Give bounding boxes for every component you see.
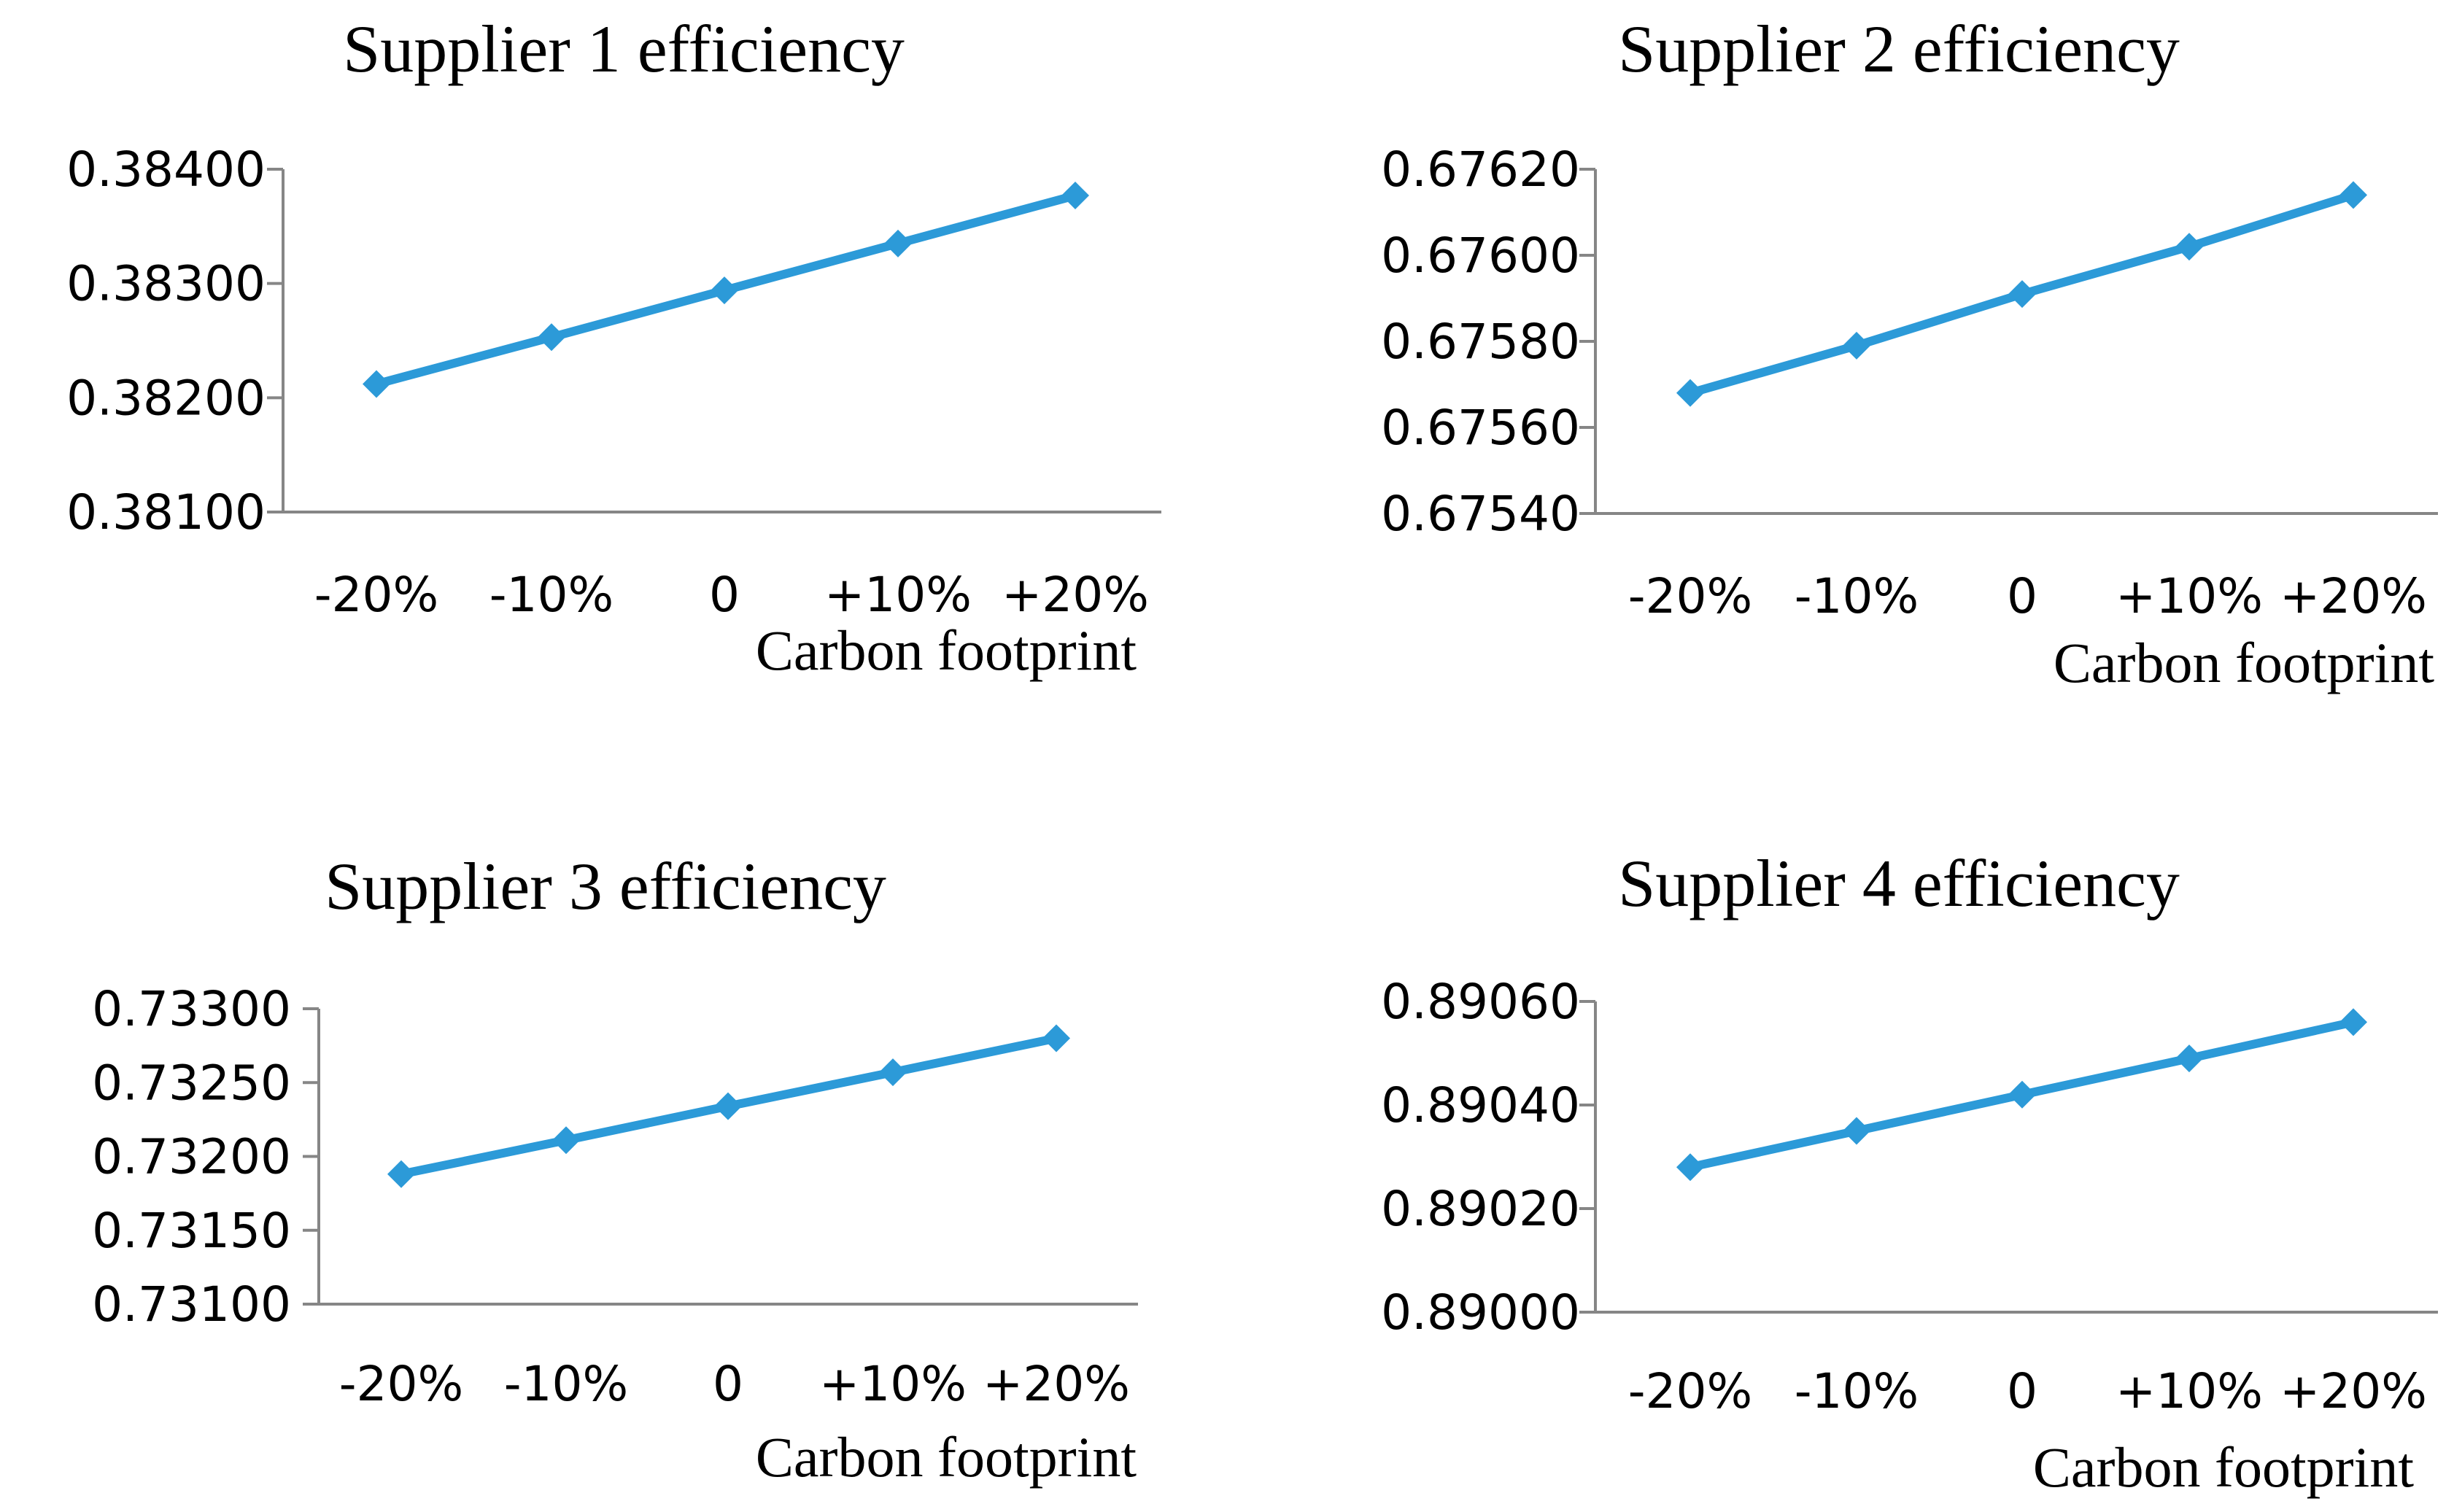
y-tick-label: 0.67580 <box>1381 314 1580 370</box>
data-point-marker <box>2339 181 2367 209</box>
y-tick-label: 0.38200 <box>66 370 266 426</box>
x-tick-label: +10% <box>2116 1363 2263 1419</box>
x-tick-label: +10% <box>819 1356 967 1412</box>
data-point-marker <box>2175 1044 2203 1073</box>
chart-supplier-2: Supplier 2 efficiency Carbon footprint 0… <box>1381 12 2438 694</box>
x-tick-label: +20% <box>2280 568 2427 624</box>
chart-title: Supplier 2 efficiency <box>1618 12 2180 86</box>
data-point-marker <box>714 1092 742 1120</box>
y-tick-label: 0.73200 <box>92 1129 291 1185</box>
y-tick-label: 0.67620 <box>1381 141 1580 198</box>
x-axis-label: Carbon footprint <box>756 1425 1137 1489</box>
x-tick-label: 0 <box>713 1356 743 1412</box>
data-point-marker <box>1042 1024 1070 1052</box>
chart-supplier-3: Supplier 3 efficiency Carbon footprint 0… <box>92 849 1138 1489</box>
y-tick-label: 0.73250 <box>92 1055 291 1111</box>
y-tick-label: 0.38100 <box>66 484 266 540</box>
x-tick-label: -10% <box>504 1356 629 1412</box>
x-tick-label: +10% <box>2116 568 2263 624</box>
data-point-marker <box>1843 331 1870 360</box>
y-tick-label: 0.67600 <box>1381 228 1580 284</box>
chart-title: Supplier 3 efficiency <box>325 849 886 923</box>
chart-title: Supplier 4 efficiency <box>1618 846 2180 920</box>
x-tick-label: -20% <box>339 1356 464 1412</box>
x-tick-label: -10% <box>1795 568 1919 624</box>
y-tick-label: 0.89060 <box>1381 974 1580 1030</box>
data-point-marker <box>1676 1153 1704 1182</box>
y-tick-label: 0.38400 <box>66 141 266 198</box>
chart-title: Supplier 1 efficiency <box>343 12 905 86</box>
y-tick-label: 0.38300 <box>66 256 266 312</box>
data-point-marker <box>538 323 565 352</box>
x-axis-label: Carbon footprint <box>2054 631 2434 694</box>
data-point-marker <box>552 1126 580 1155</box>
data-point-marker <box>1676 379 1704 407</box>
x-axis-label: Carbon footprint <box>2033 1435 2414 1499</box>
chart-supplier-1: Supplier 1 efficiency Carbon footprint 0… <box>66 12 1161 682</box>
x-tick-label: 0 <box>2007 568 2037 624</box>
y-tick-label: 0.67540 <box>1381 486 1580 542</box>
data-point-marker <box>2175 233 2203 261</box>
data-point-marker <box>884 229 912 257</box>
x-axis-label: Carbon footprint <box>756 619 1137 682</box>
data-point-marker <box>1843 1117 1870 1145</box>
chart-supplier-4: Supplier 4 efficiency Carbon footprint 0… <box>1381 846 2438 1499</box>
data-point-marker <box>2339 1008 2367 1036</box>
data-point-marker <box>363 370 390 398</box>
data-point-marker <box>879 1058 907 1087</box>
data-point-marker <box>1061 182 1089 210</box>
data-point-marker <box>2008 280 2036 309</box>
data-point-marker <box>387 1160 415 1188</box>
y-tick-label: 0.73100 <box>92 1276 291 1333</box>
x-tick-label: 0 <box>2007 1363 2037 1419</box>
data-point-marker <box>2008 1080 2036 1109</box>
x-tick-label: -10% <box>1795 1363 1919 1419</box>
x-tick-label: +10% <box>824 567 972 623</box>
x-tick-label: +20% <box>2280 1363 2427 1419</box>
y-tick-label: 0.89040 <box>1381 1077 1580 1133</box>
x-tick-label: +20% <box>1002 567 1149 623</box>
y-tick-label: 0.73300 <box>92 981 291 1037</box>
data-point-marker <box>711 276 738 305</box>
x-tick-label: -10% <box>489 567 614 623</box>
x-tick-label: +20% <box>983 1356 1130 1412</box>
y-tick-label: 0.67560 <box>1381 400 1580 456</box>
y-tick-label: 0.73150 <box>92 1203 291 1259</box>
y-tick-label: 0.89020 <box>1381 1181 1580 1237</box>
x-tick-label: -20% <box>1628 1363 1753 1419</box>
y-tick-label: 0.89000 <box>1381 1284 1580 1341</box>
x-tick-label: -20% <box>1628 568 1753 624</box>
x-tick-label: -20% <box>314 567 439 623</box>
x-tick-label: 0 <box>709 567 740 623</box>
